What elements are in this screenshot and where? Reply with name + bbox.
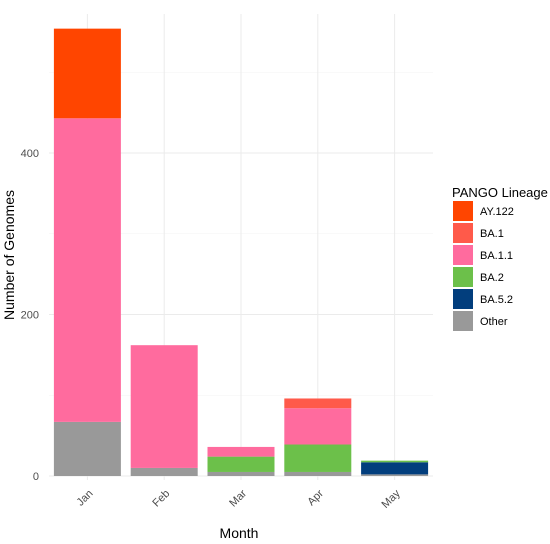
legend-swatch	[453, 201, 473, 221]
x-tick-label: Feb	[150, 488, 172, 510]
legend: PANGO Lineage AY.122 BA.1 BA.1.1 BA.2 BA.5.2…	[452, 185, 548, 331]
y-tick-label: 400	[21, 148, 39, 160]
bar-apr-ba-1-1	[284, 408, 352, 445]
legend-title: PANGO Lineage	[452, 185, 548, 200]
bar-mar-ba-1-1	[207, 446, 275, 457]
bar-apr-ba-1	[284, 398, 352, 409]
bar-mar-ba-2	[207, 456, 275, 472]
legend-label: AY.122	[480, 206, 514, 218]
legend-label: BA.1	[480, 228, 504, 240]
legend-label: BA.2	[480, 272, 504, 284]
x-tick-label: Mar	[227, 487, 249, 509]
y-tick-label: 0	[33, 471, 39, 483]
x-axis-ticks: Jan Feb Mar Apr May	[74, 487, 403, 511]
bar-apr-other	[284, 471, 352, 476]
bar-jan-other	[53, 421, 121, 476]
bar-apr-ba-2	[284, 444, 352, 472]
x-tick-label: Jan	[74, 488, 95, 509]
y-axis-ticks: 0 200 400	[21, 148, 39, 483]
legend-label: BA.1.1	[480, 250, 513, 262]
bar-mar-other	[207, 471, 275, 476]
legend-label: BA.5.2	[480, 294, 513, 306]
x-tick-label: Apr	[305, 487, 326, 508]
legend-swatch	[453, 311, 473, 331]
y-axis-title: Number of Genomes	[1, 190, 17, 320]
x-axis-title: Month	[220, 525, 259, 541]
bar-jan-ay-122	[53, 28, 121, 119]
legend-swatch	[453, 245, 473, 265]
legend-items: AY.122 BA.1 BA.1.1 BA.2 BA.5.2 Other	[453, 201, 514, 331]
legend-swatch	[453, 289, 473, 309]
y-tick-label: 200	[21, 310, 39, 322]
legend-swatch	[453, 267, 473, 287]
bar-jan-ba-1-1	[53, 118, 121, 422]
legend-label: Other	[480, 316, 508, 328]
bars	[53, 28, 429, 476]
bar-feb-ba-1-1	[130, 345, 198, 468]
x-tick-label: May	[380, 487, 404, 511]
bar-may-ba-2	[361, 460, 429, 463]
bar-feb-other	[130, 467, 198, 476]
bar-may-ba-5-2	[361, 462, 429, 475]
bar-may-other	[361, 474, 429, 476]
legend-swatch	[453, 223, 473, 243]
